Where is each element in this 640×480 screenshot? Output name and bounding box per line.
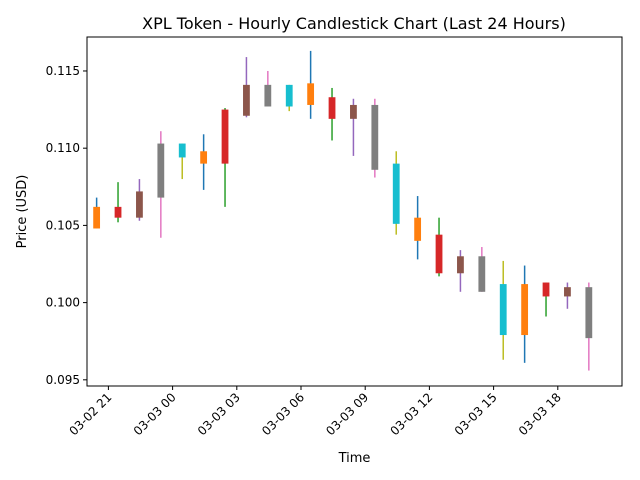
candle-body	[157, 143, 165, 198]
candle-body	[307, 83, 315, 105]
x-axis-label: Time	[338, 451, 371, 466]
x-tick-label: 03-03 09	[323, 390, 371, 438]
candle-body	[285, 84, 293, 107]
chart-title: XPL Token - Hourly Candlestick Chart (La…	[142, 14, 566, 33]
candle-body	[264, 84, 272, 107]
x-tick-label: 03-03 03	[195, 390, 243, 438]
x-tick-label: 03-03 00	[131, 390, 179, 438]
candle-body	[178, 143, 186, 158]
candle-body	[564, 287, 571, 297]
candle-body	[521, 284, 529, 336]
y-tick-label: 0.100	[46, 296, 80, 310]
x-tick-label: 03-03 12	[387, 390, 435, 438]
candle-body	[93, 206, 101, 229]
candle-body	[392, 163, 400, 224]
candle-body	[243, 84, 250, 116]
x-tick-label: 03-03 06	[259, 390, 307, 438]
y-axis-label: Price (USD)	[15, 175, 30, 249]
candle-body	[136, 191, 143, 218]
candle-body	[585, 287, 593, 339]
candles-layer	[93, 50, 593, 371]
x-tick-label: 03-03 18	[516, 390, 564, 438]
plot-frame	[86, 36, 623, 387]
axes-layer: 0.095 0.100 0.105 0.110 0.115 03-02 21 03-03 0…	[46, 64, 564, 438]
candle-body	[200, 151, 208, 164]
candle-body	[457, 256, 464, 274]
candle-body	[114, 206, 122, 218]
x-tick-label: 03-03 15	[452, 390, 500, 438]
x-tick-label: 03-02 21	[66, 390, 114, 438]
y-tick-label: 0.115	[46, 64, 80, 78]
y-tick-label: 0.105	[46, 218, 80, 232]
candle-body	[371, 104, 379, 170]
candle-body	[328, 97, 336, 119]
y-tick-label: 0.095	[46, 373, 80, 387]
candle-body	[221, 109, 229, 164]
candle-body	[499, 284, 507, 336]
candle-body	[414, 217, 422, 241]
y-tick-label: 0.110	[46, 141, 80, 155]
candle-body	[542, 282, 550, 297]
candle-body	[435, 234, 443, 274]
candle-body	[478, 256, 486, 292]
candle-body	[350, 104, 357, 119]
